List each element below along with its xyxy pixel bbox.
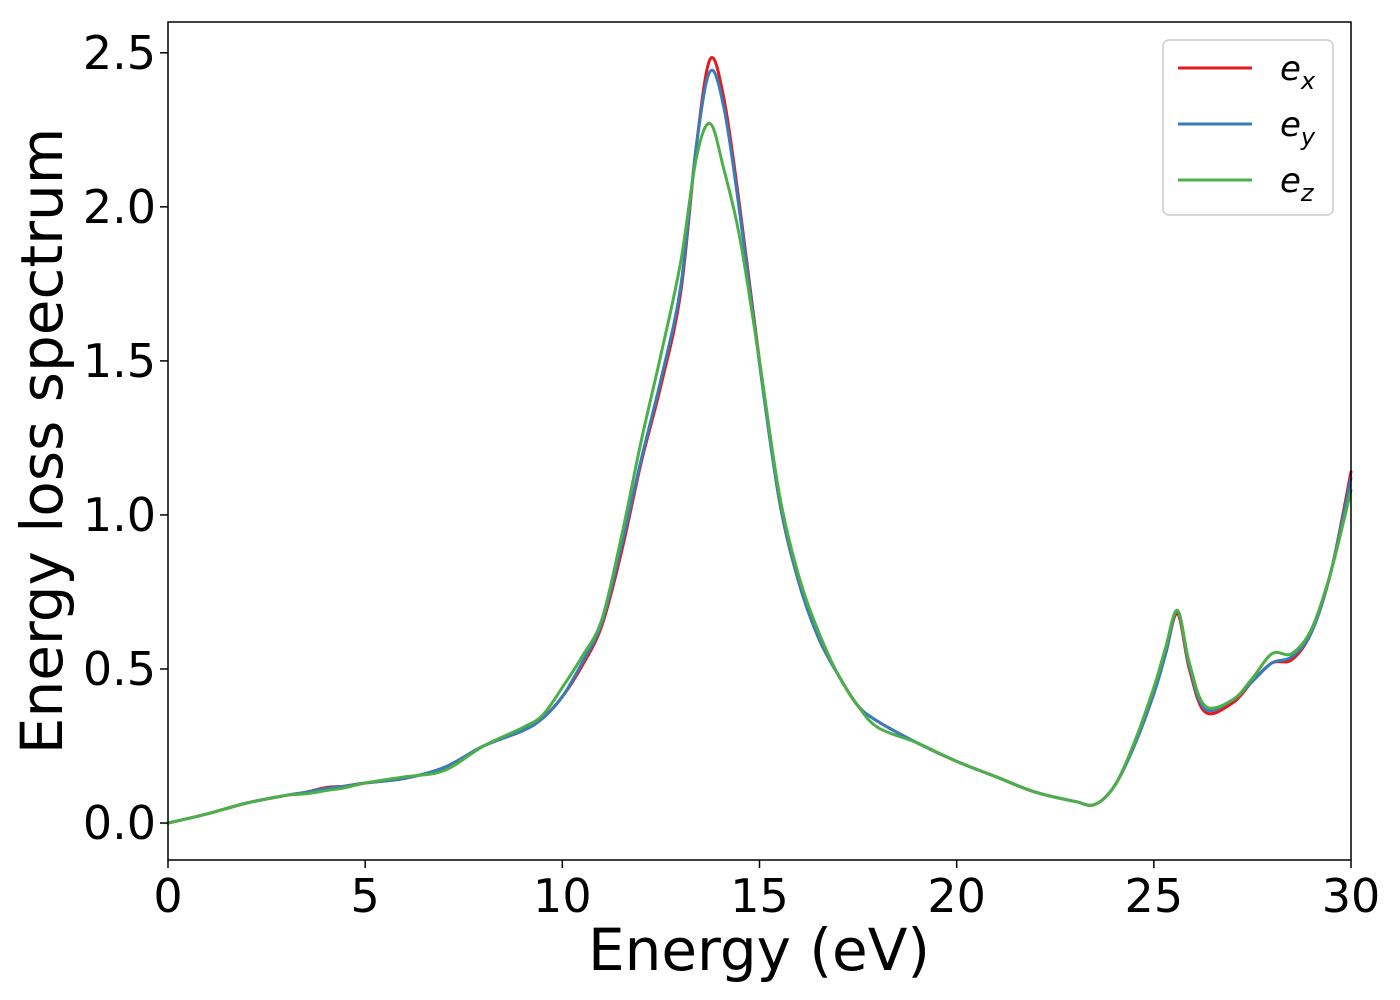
legend-label-z: ez (1280, 161, 1315, 207)
x-tick-label: 20 (927, 869, 986, 923)
plot-lines (166, 55, 1353, 825)
y-axis-title: Energy loss spectrum (8, 128, 76, 754)
x-tick-label: 30 (1322, 869, 1381, 923)
legend-label-y: ey (1280, 105, 1316, 151)
y-tick-label: 1.0 (83, 488, 156, 542)
y-tick-label: 2.0 (83, 180, 156, 234)
legend-label-base: e (1280, 161, 1301, 201)
y-axis-ticks: 0.0 0.5 1.0 1.5 2.0 2.5 (83, 26, 168, 850)
legend-box (1162, 39, 1334, 216)
x-axis-ticks: 0 5 10 15 20 25 30 (153, 860, 1380, 923)
legend-label-base: e (1280, 105, 1301, 145)
y-tick-label: 1.5 (83, 334, 156, 388)
legend-label-subscript: y (1300, 123, 1316, 151)
y-tick-label: 2.5 (83, 26, 156, 80)
y-tick-label: 0.5 (83, 642, 156, 696)
legend-label-base: e (1280, 49, 1301, 89)
x-tick-label: 25 (1125, 869, 1184, 923)
series-line-z (166, 122, 1353, 825)
y-tick-label: 0.0 (83, 796, 156, 850)
legend-label-subscript: z (1300, 179, 1315, 207)
x-tick-label: 15 (730, 869, 789, 923)
x-axis-title: Energy (eV) (588, 916, 930, 984)
x-tick-label: 10 (533, 869, 592, 923)
legend-label-x: ex (1280, 49, 1316, 95)
x-tick-label: 5 (351, 869, 380, 923)
x-tick-label: 0 (153, 869, 182, 923)
legend-label-subscript: x (1300, 67, 1316, 95)
